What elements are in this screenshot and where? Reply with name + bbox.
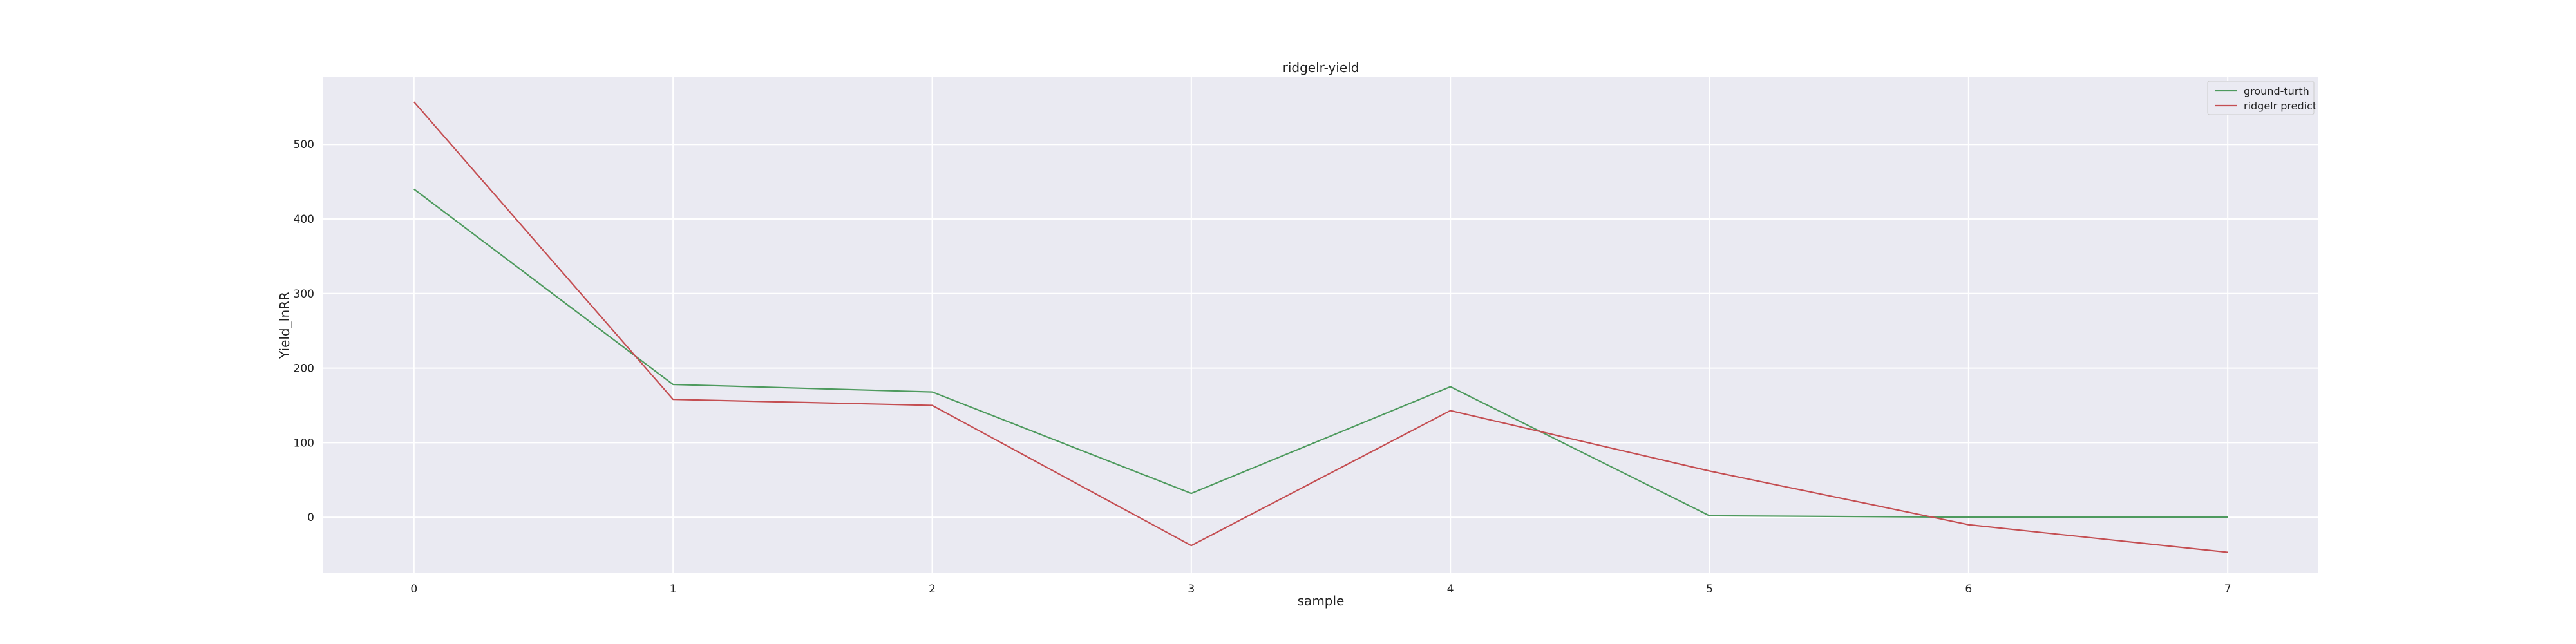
chart-title: ridgelr-yield: [1283, 60, 1359, 75]
y-tick-label: 200: [294, 363, 314, 375]
legend-label: ridgelr predict: [2244, 100, 2316, 112]
y-tick-label: 500: [294, 138, 314, 151]
series-line-1: [413, 101, 2228, 553]
x-tick-labels: 0 1 2 3 4 5 6 7: [410, 583, 2231, 596]
series-line-0: [413, 188, 2228, 518]
x-axis-label: sample: [1298, 593, 1345, 609]
y-tick-label: 400: [294, 213, 314, 226]
plot-area: [323, 77, 2318, 573]
grid: [323, 77, 2318, 573]
y-axis-label: Yield_InRR: [277, 292, 292, 359]
y-tick-label: 300: [294, 288, 314, 301]
x-tick-label: 1: [670, 583, 677, 596]
series-layer: [413, 101, 2228, 553]
legend: ground-turth ridgelr predict: [2207, 80, 2316, 115]
x-tick-label: 7: [2224, 583, 2231, 596]
x-tick-label: 0: [410, 583, 417, 596]
x-tick-label: 6: [1965, 583, 1972, 596]
y-tick-label: 100: [294, 437, 314, 450]
y-tick-label: 0: [307, 511, 314, 524]
x-tick-label: 2: [929, 583, 936, 596]
x-tick-label: 3: [1188, 583, 1195, 596]
y-tick-labels: 0 100 200 300 400 500: [294, 138, 314, 524]
x-tick-label: 5: [1706, 583, 1713, 596]
x-tick-label: 4: [1447, 583, 1454, 596]
legend-label: ground-turth: [2244, 85, 2309, 97]
